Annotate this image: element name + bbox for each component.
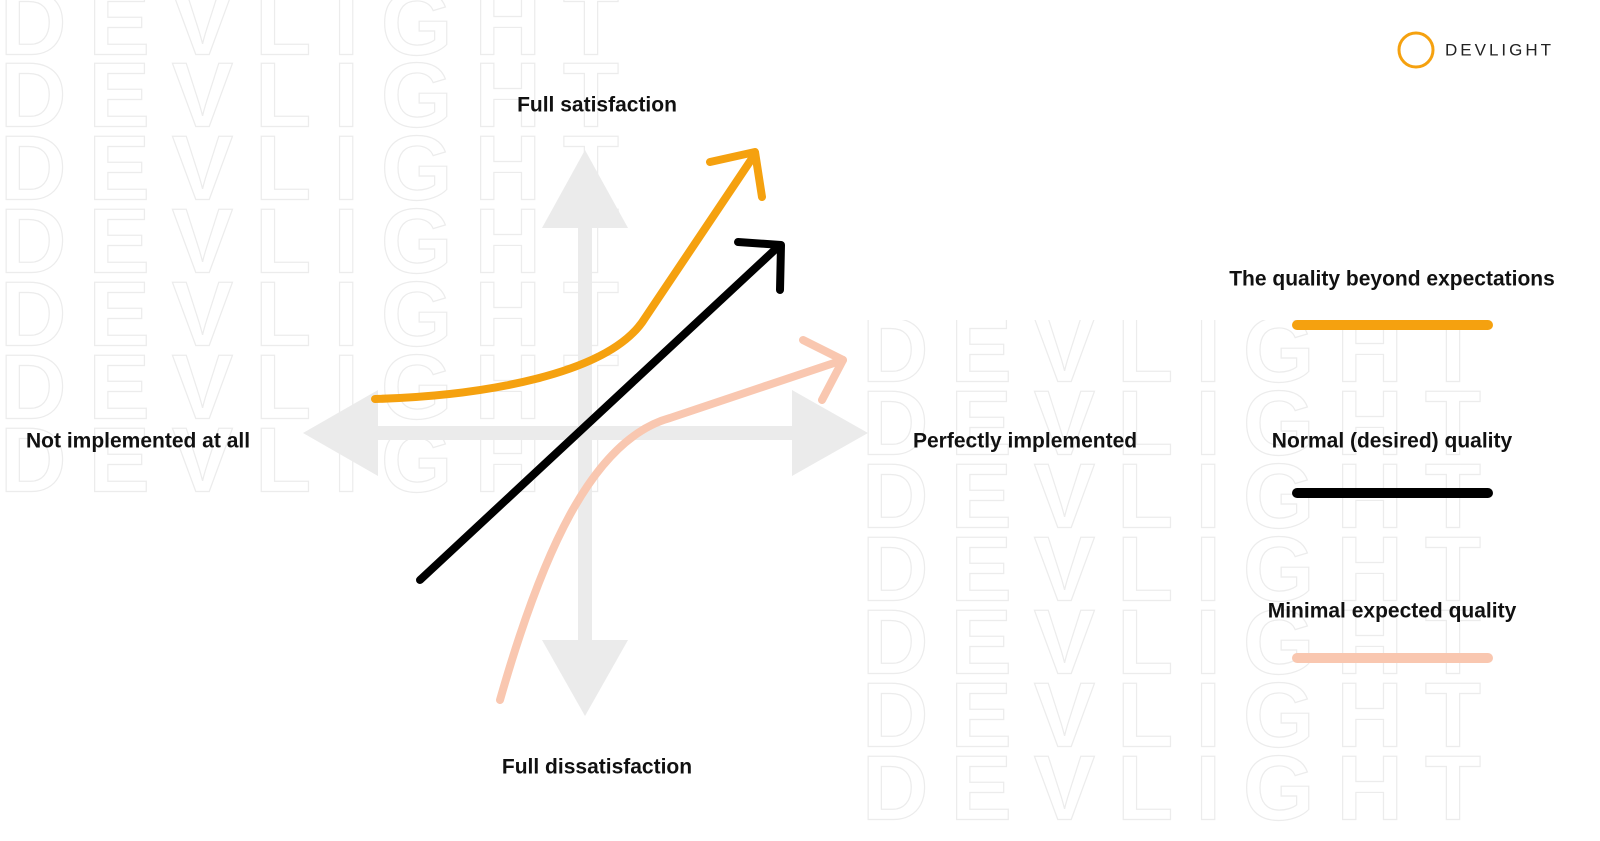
arrowhead-beyond [706,148,766,201]
x-axis-arrow-right [792,390,868,476]
watermark-text: DEVLIGHT [862,372,1503,474]
watermark-text: DEVLIGHT [0,117,641,219]
logo-text: DEVLIGHT [1445,40,1554,59]
axis-left-label: Not implemented at all [26,430,250,453]
watermark-text: DEVLIGHT [862,737,1503,839]
curve-beyond [371,150,759,403]
curve-normal [416,241,784,584]
legend-label: Minimal expected quality [1268,600,1517,623]
arrowhead-normal [734,238,785,294]
logo-icon [1397,31,1435,69]
watermark-text: DEVLIGHT [0,190,641,292]
curve-minimal [496,356,847,704]
watermark-text: DEVLIGHT [862,591,1503,693]
axis-right-label: Perfectly implemented [913,430,1137,453]
arrowhead-minimal [799,336,847,404]
watermark-text: DEVLIGHT [0,409,641,511]
y-axis [578,220,592,650]
watermark-text: DEVLIGHT [0,44,641,146]
legend-label: Normal (desired) quality [1272,430,1513,453]
watermark-text: DEVLIGHT [862,518,1503,620]
curves [371,148,847,704]
axes [303,150,868,716]
watermark-text: DEVLIGHT [0,263,641,365]
axis-top-label: Full satisfaction [517,94,677,117]
x-axis-arrow-left [303,390,378,476]
legend-label: The quality beyond expectations [1229,268,1555,291]
y-axis-arrow-top [542,150,628,228]
y-axis-arrow-bottom [542,640,628,716]
watermark-text: DEVLIGHT [862,664,1503,766]
watermark-text: DEVLIGHT [0,0,641,74]
watermark-right: DEVLIGHTDEVLIGHTDEVLIGHTDEVLIGHTDEVLIGHT… [861,299,1503,840]
axis-bottom-label: Full dissatisfaction [502,756,692,779]
watermark-text: DEVLIGHT [862,299,1503,401]
